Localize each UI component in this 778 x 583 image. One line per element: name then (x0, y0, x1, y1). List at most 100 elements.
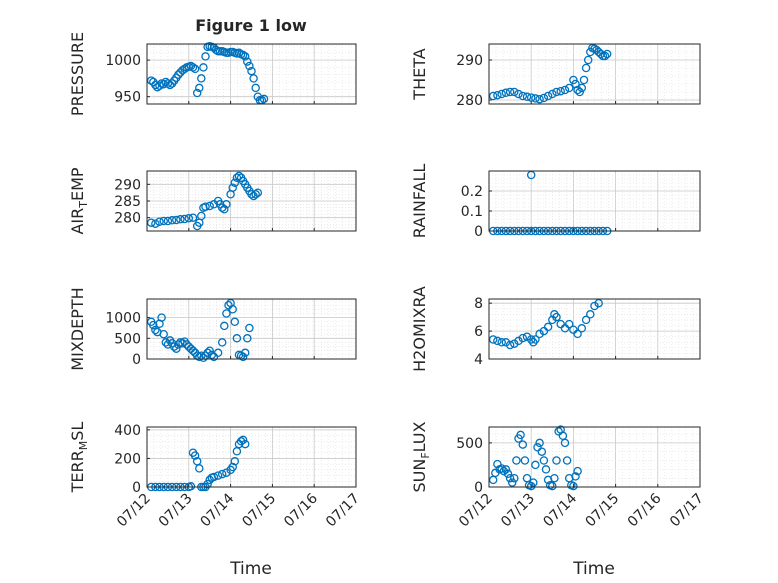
data-point (596, 49, 606, 59)
data-point (516, 430, 525, 440)
data-point (192, 88, 202, 98)
data-point (590, 301, 599, 311)
data-point (188, 213, 198, 222)
data-point (209, 472, 219, 482)
data-point (184, 214, 194, 223)
data-point (562, 456, 572, 465)
data-point (178, 339, 187, 348)
data-point (203, 348, 212, 358)
data-point (535, 94, 544, 104)
data-point (232, 447, 242, 456)
y-tick-label: 280 (114, 211, 141, 227)
axes-h2omixra: 4 6 8 H2OMIXRA (410, 286, 701, 372)
data-point (497, 89, 506, 99)
axes-rainfall: 0 0.1 0.2 RAINFALL (410, 164, 701, 240)
data-point (155, 217, 164, 226)
data-point (583, 55, 593, 65)
data-point (518, 333, 528, 343)
axes-frame (146, 298, 357, 360)
data-point (228, 183, 237, 192)
x-tick-label: 07/17 (323, 491, 363, 531)
y-tick-label: 0 (132, 480, 141, 496)
x-tick-label: 07/12 (456, 491, 496, 531)
y-axis-label: TERRMSL (68, 422, 90, 494)
data-point (514, 336, 523, 346)
data-point (573, 466, 582, 476)
data-point (253, 188, 263, 197)
data-point (602, 49, 612, 59)
y-tick-label: 290 (114, 177, 141, 193)
data-point (247, 66, 256, 76)
data-point (539, 93, 549, 103)
data-point (238, 435, 248, 445)
data-point (205, 346, 214, 355)
data-point (159, 79, 168, 89)
data-point (157, 313, 166, 322)
x-tick-label: 07/15 (239, 491, 279, 531)
data-point (548, 89, 557, 99)
data-point (552, 456, 561, 465)
data-point (499, 466, 509, 476)
data-point (577, 83, 587, 93)
data-point (220, 321, 229, 331)
data-point (159, 216, 168, 226)
data-point (190, 64, 200, 74)
y-tick-label: 1000 (105, 53, 141, 69)
data-point (199, 353, 208, 363)
data-point (176, 215, 185, 224)
data-point (556, 86, 565, 96)
data-point (146, 218, 156, 227)
data-point (180, 214, 189, 224)
data-point (186, 61, 196, 71)
data-point (503, 469, 513, 479)
data-point (531, 94, 540, 103)
data-point (493, 459, 502, 469)
data-point (238, 50, 248, 60)
data-point (522, 332, 532, 341)
y-tick-label: 8 (474, 296, 483, 312)
axes-frame (488, 170, 701, 232)
data-point (205, 475, 214, 485)
data-point (569, 481, 578, 491)
data-point (201, 202, 210, 211)
data-point (195, 83, 204, 93)
x-tick-label: 07/13 (156, 491, 196, 531)
y-tick-label: 280 (456, 93, 483, 109)
axes-frame (488, 43, 701, 105)
data-point (556, 319, 565, 329)
figure-title: Figure 1 low (195, 16, 307, 35)
x-tick-label: 07/17 (667, 491, 707, 531)
data-point (172, 344, 181, 353)
y-tick-label: 400 (114, 423, 141, 439)
data-point (518, 91, 528, 101)
data-point (560, 438, 570, 448)
data-point (520, 456, 530, 465)
data-point (531, 460, 540, 470)
data-point (146, 76, 156, 85)
y-axis-label: SUNFLUX (410, 421, 432, 492)
y-axis-label: AIRTEMP (68, 167, 90, 234)
y-tick-label: 0 (474, 480, 483, 496)
data-point (526, 93, 536, 102)
x-tick-label: 07/12 (114, 491, 154, 531)
data-point (249, 74, 258, 83)
data-point (548, 481, 557, 491)
axes-sun_flux: 0 500 SUNFLUX 07/12 07/13 07/14 07/15 07/16 07/1… (410, 421, 707, 530)
data-point (558, 431, 568, 441)
data-point (510, 473, 519, 483)
data-point (240, 52, 250, 61)
data-point (186, 482, 196, 491)
data-point (203, 479, 212, 489)
data-point (243, 57, 252, 66)
axes-frame (146, 426, 357, 488)
axes-frame (488, 298, 701, 360)
x-axis-label-left: Time (229, 559, 272, 579)
data-point (230, 457, 240, 466)
data-point (190, 451, 200, 460)
data-point (213, 348, 223, 358)
data-point (543, 322, 553, 332)
data-point (174, 70, 183, 79)
data-point (535, 438, 544, 448)
